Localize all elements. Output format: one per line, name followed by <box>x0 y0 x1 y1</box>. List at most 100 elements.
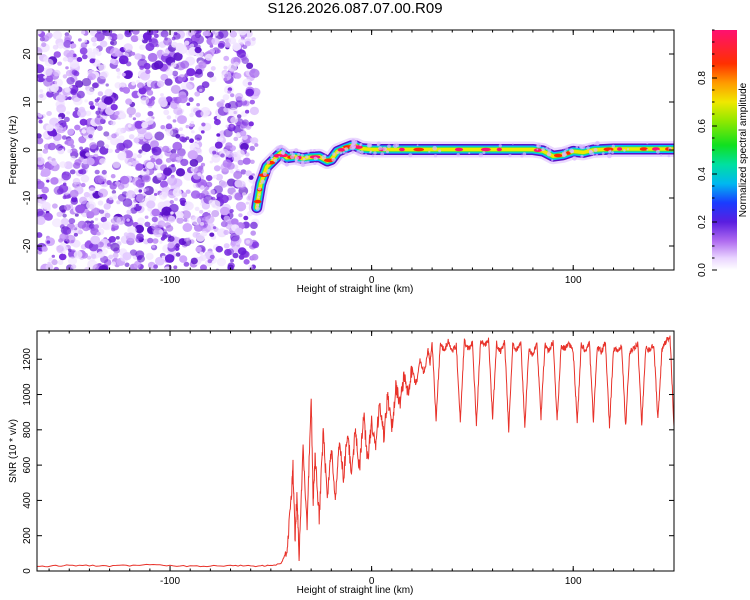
noise-blob <box>216 133 221 137</box>
noise-blob <box>46 240 51 244</box>
noise-blob <box>201 230 208 237</box>
noise-blob <box>37 133 42 139</box>
noise-blob <box>167 102 171 106</box>
track-speckle <box>352 139 356 143</box>
noise-blob <box>53 266 59 270</box>
noise-blob <box>76 90 85 99</box>
noise-blob <box>209 232 215 237</box>
noise-blob <box>144 131 153 140</box>
noise-blob <box>80 182 86 188</box>
noise-blob <box>199 209 204 214</box>
colorbar-gradient <box>712 30 737 270</box>
noise-blob <box>37 198 46 207</box>
noise-blob <box>232 252 239 259</box>
noise-blob <box>111 261 116 266</box>
noise-blob <box>198 61 207 69</box>
track-speckle <box>306 160 310 164</box>
noise-blob <box>64 87 71 93</box>
noise-blob <box>200 162 206 167</box>
noise-blob <box>160 236 166 241</box>
noise-blob <box>209 44 214 48</box>
noise-blob <box>74 213 79 217</box>
track-speckle <box>580 154 584 158</box>
noise-blob <box>118 135 125 142</box>
noise-blob <box>146 30 154 36</box>
noise-blob <box>189 43 195 48</box>
noise-blob <box>194 206 200 212</box>
noise-blob <box>110 47 120 57</box>
track-speckle <box>498 144 502 148</box>
track-speckle <box>307 151 310 154</box>
x-tick-label: 0 <box>369 576 375 587</box>
noise-blob <box>233 136 239 142</box>
noise-blob <box>39 89 44 93</box>
noise-blob <box>134 120 144 129</box>
noise-blob <box>99 209 105 214</box>
noise-blob <box>64 116 70 123</box>
noise-blob <box>191 216 202 226</box>
noise-blob <box>46 85 55 93</box>
noise-blob <box>37 216 46 225</box>
noise-blob <box>81 212 87 218</box>
noise-blob <box>100 216 107 223</box>
noise-blob <box>176 217 184 224</box>
noise-blob <box>165 129 174 136</box>
noise-blob <box>200 222 205 226</box>
noise-blob <box>126 209 132 215</box>
noise-blob <box>63 49 72 58</box>
noise-blob <box>159 191 168 200</box>
track-speckle <box>349 145 354 150</box>
track-peak <box>639 147 648 151</box>
noise-blob <box>230 232 240 242</box>
noise-blob <box>119 175 130 185</box>
noise-blob <box>64 161 73 170</box>
x-tick-label: -100 <box>160 576 180 587</box>
track-speckle <box>255 206 260 211</box>
noise-blob <box>209 254 215 260</box>
noise-blob <box>64 34 72 42</box>
noise-blob <box>236 49 246 58</box>
noise-blob <box>74 124 81 131</box>
snr-x-label: Height of straight line (km) <box>297 585 414 596</box>
noise-blob <box>220 206 230 216</box>
noise-blob <box>227 264 234 270</box>
noise-blob <box>207 210 211 214</box>
noise-blob <box>160 125 166 130</box>
noise-blob <box>172 70 179 77</box>
noise-blob <box>117 110 125 118</box>
noise-blob <box>220 153 225 158</box>
x-tick-label: 0 <box>369 275 375 286</box>
noise-blob <box>189 159 199 167</box>
track-speckle <box>541 147 545 152</box>
noise-blob <box>85 110 92 117</box>
noise-blob <box>67 56 74 63</box>
noise-blob <box>111 216 122 226</box>
noise-blob <box>211 154 221 163</box>
track-speckle <box>350 144 353 147</box>
noise-blob <box>37 137 44 145</box>
noise-blob <box>103 131 110 137</box>
track-speckle <box>336 151 340 155</box>
noise-blob <box>201 122 206 127</box>
noise-blob <box>96 114 101 118</box>
noise-blob <box>177 74 187 82</box>
noise-blob <box>126 190 136 199</box>
noise-blob <box>218 30 229 39</box>
track-speckle <box>339 151 343 155</box>
track-speckle <box>302 157 306 161</box>
track-speckle <box>305 155 309 159</box>
noise-blob <box>202 30 209 37</box>
track-speckle <box>593 148 598 152</box>
noise-blob <box>92 82 100 88</box>
noise-blob <box>38 92 47 101</box>
noise-blob <box>90 235 101 245</box>
noise-blob <box>72 177 81 185</box>
track-speckle <box>547 148 552 153</box>
track-peak <box>413 147 425 152</box>
noise-blob <box>86 255 92 260</box>
noise-blob <box>56 128 62 133</box>
track-speckle <box>300 162 306 167</box>
noise-blob <box>94 150 99 154</box>
